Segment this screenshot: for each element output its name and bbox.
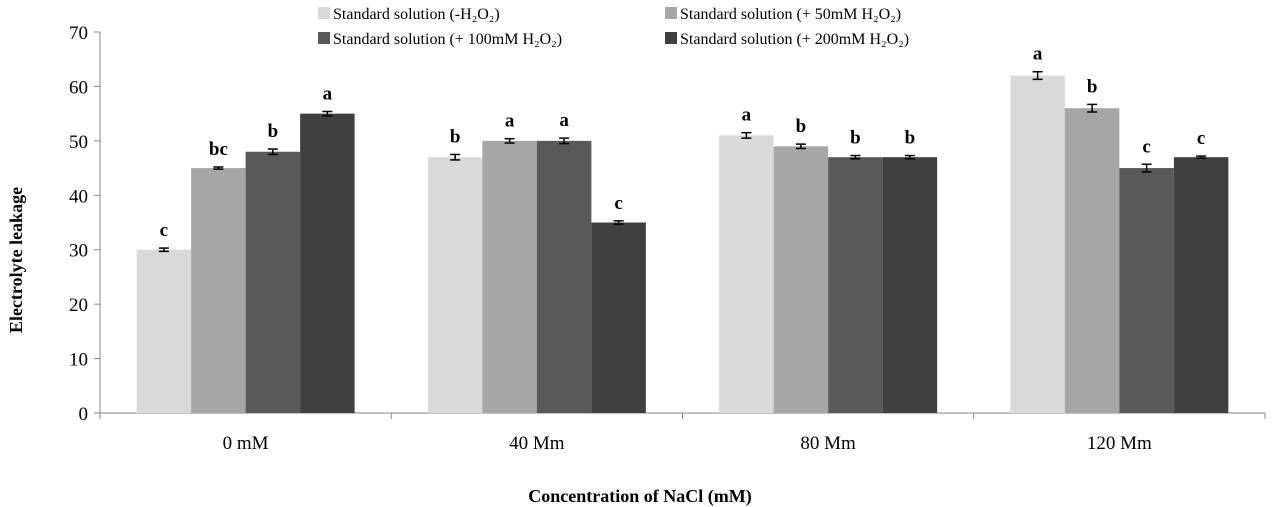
legend-swatch xyxy=(665,32,677,44)
legend-label: Standard solution (+ 200mM H₂O₂) xyxy=(680,31,909,48)
bar xyxy=(591,222,646,413)
y-tick-label: 40 xyxy=(69,186,88,207)
bar xyxy=(1119,168,1174,413)
legend-label: Standard solution (-H₂O₂) xyxy=(333,6,500,23)
significance-label: a xyxy=(323,83,333,104)
x-axis-title: Concentration of NaCl (mM) xyxy=(528,486,751,507)
legend-swatch xyxy=(318,32,330,44)
significance-label: c xyxy=(614,193,622,214)
bar xyxy=(1010,75,1065,414)
bar xyxy=(427,157,483,413)
legend-label: Standard solution (+ 50mM H₂O₂) xyxy=(680,6,901,23)
bar xyxy=(536,140,592,413)
significance-label: b xyxy=(850,128,861,149)
y-tick-label: 20 xyxy=(69,295,88,316)
x-tick-label: 80 Mm xyxy=(800,433,856,454)
legend-label: Standard solution (+ 100mM H₂O₂) xyxy=(333,31,562,48)
y-tick-label: 10 xyxy=(69,350,88,371)
legend: Standard solution (-H₂O₂) Standard soluti… xyxy=(318,6,909,48)
bar xyxy=(482,140,537,413)
bar xyxy=(191,168,246,413)
bar xyxy=(719,135,774,413)
y-tick-label: 30 xyxy=(69,241,88,262)
x-tick-label: 0 mM xyxy=(223,433,269,454)
significance-label: a xyxy=(1033,44,1043,65)
x-tick-label: 120 Mm xyxy=(1087,433,1152,454)
significance-label: a xyxy=(505,111,515,132)
x-tick-label: 40 Mm xyxy=(509,433,565,454)
significance-label: c xyxy=(160,220,168,241)
significance-label: b xyxy=(268,121,279,142)
bar xyxy=(136,249,192,413)
bar xyxy=(882,157,938,413)
bar xyxy=(773,146,829,414)
bar xyxy=(828,157,883,413)
bar xyxy=(1173,157,1229,413)
y-tick-label: 50 xyxy=(69,132,88,153)
y-axis-title: Electrolyte leakage xyxy=(6,187,26,333)
y-tick-label: 70 xyxy=(69,23,88,44)
significance-label: b xyxy=(450,126,461,147)
significance-label: c xyxy=(1142,136,1150,157)
significance-label: b xyxy=(905,128,916,149)
significance-label: a xyxy=(559,110,569,131)
bar xyxy=(245,151,301,413)
bar xyxy=(300,113,355,414)
legend-swatch xyxy=(318,7,330,19)
x-axis: 0 mM 40 Mm 80 Mm 120 Mm xyxy=(99,412,1266,454)
significance-label: bc xyxy=(209,139,228,160)
significance-label: b xyxy=(1087,76,1098,97)
bar xyxy=(1064,108,1120,413)
significance-label: b xyxy=(796,116,807,137)
significance-label: a xyxy=(742,105,752,126)
legend-swatch xyxy=(665,7,677,19)
significance-label: c xyxy=(1197,128,1205,149)
y-tick-label: 60 xyxy=(69,77,88,98)
y-tick-label: 0 xyxy=(79,404,89,425)
y-axis: 0 10 20 30 40 50 60 70 xyxy=(69,23,101,425)
